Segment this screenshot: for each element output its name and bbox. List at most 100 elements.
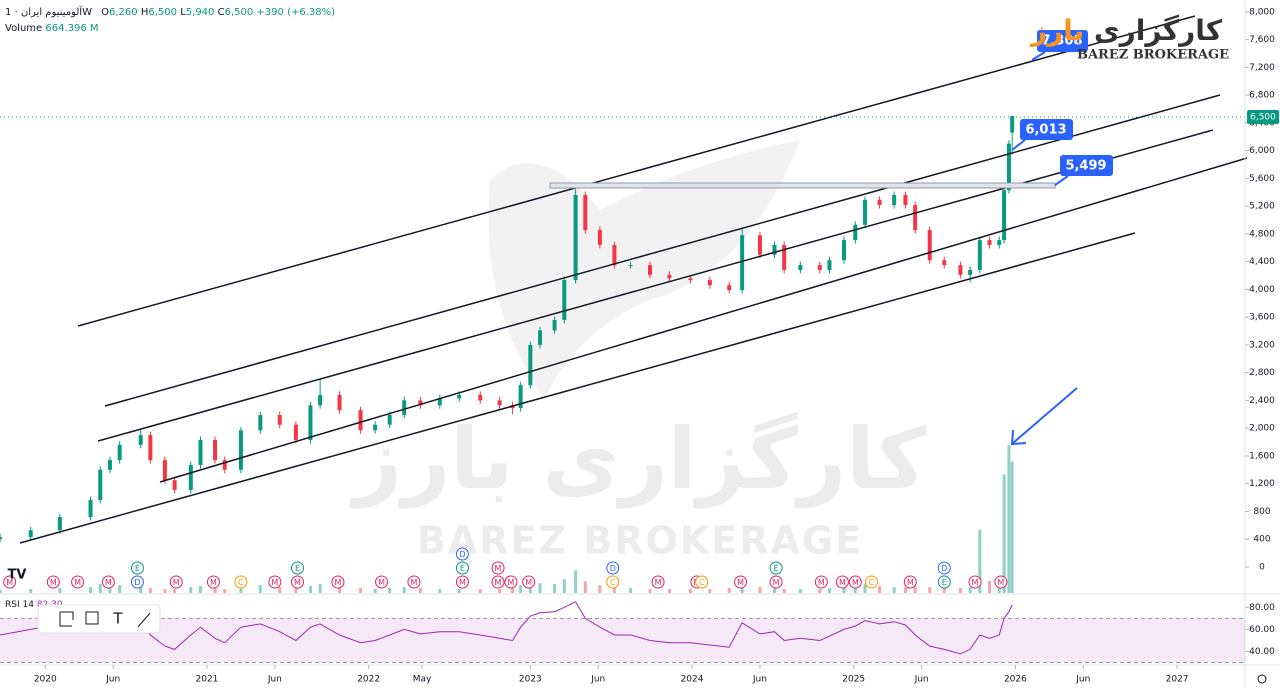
candle-body <box>387 414 392 425</box>
event-marker <box>522 575 536 589</box>
header-legend: آلومینیوم ایران · 1W O6,260 H6,500 L5,94… <box>5 5 335 18</box>
ohlc-key: H <box>141 7 149 18</box>
volume-bar <box>278 587 282 593</box>
arrow <box>1010 387 1078 446</box>
candle-body <box>497 400 502 406</box>
volume-bar <box>538 583 542 593</box>
volume-bar <box>58 588 62 593</box>
change: +390 (+6.38%) <box>256 7 335 18</box>
event-marker <box>455 547 469 561</box>
candle-body <box>88 500 93 518</box>
event-marker <box>937 575 951 589</box>
annotation: 6,013 <box>1011 119 1073 151</box>
ohlc-value: 6,260 <box>109 7 138 18</box>
volume-value: 664.396 M <box>45 23 98 34</box>
event-marker <box>865 575 878 589</box>
volume-bar <box>118 585 122 593</box>
event-letter: M <box>507 578 514 587</box>
candle-body <box>28 530 33 538</box>
y-tick-label: 1,600 <box>1249 451 1275 461</box>
event-letter: E <box>774 564 779 573</box>
watermark-logo <box>488 140 800 400</box>
candle-body <box>798 265 803 270</box>
y-tick-label: 0 <box>1259 562 1265 572</box>
rsi-band <box>0 618 1245 663</box>
rsi-line <box>0 601 1013 655</box>
volume-label: Volume <box>5 23 42 34</box>
volume-bar <box>1007 444 1011 593</box>
y-tick-label: 3,600 <box>1249 313 1275 323</box>
volume-bar <box>498 589 502 593</box>
event-letter: M <box>105 578 112 587</box>
candle-body <box>148 435 153 461</box>
event-marker <box>455 575 469 589</box>
tool-trendline[interactable] <box>137 612 151 628</box>
candle-body <box>213 439 218 461</box>
candle-body <box>863 199 868 225</box>
candle-body <box>1006 143 1011 191</box>
event-marker <box>606 561 620 575</box>
event-marker <box>206 575 220 589</box>
volume-bar <box>842 587 846 593</box>
event-letter: E <box>460 564 465 573</box>
tool-text[interactable]: T <box>112 610 123 628</box>
rsi-length: 14 <box>23 600 35 610</box>
candle-body <box>418 400 423 406</box>
x-tick-label: Jun <box>752 675 767 685</box>
event-marker <box>3 575 17 589</box>
event-marker <box>835 575 849 589</box>
event-letter: D <box>134 578 140 587</box>
volume-bar <box>338 587 342 593</box>
candle-body <box>162 460 167 481</box>
x-tick-label: Jun <box>1075 675 1090 685</box>
candle-body <box>552 319 557 331</box>
y-tick-label: 7,200 <box>1249 63 1275 73</box>
event-letter: M <box>173 578 180 587</box>
event-marker <box>101 575 115 589</box>
volume-bar <box>258 585 262 593</box>
event-letter: M <box>378 578 385 587</box>
logo-part: کارگزاری <box>1094 14 1223 47</box>
volume-bar <box>612 587 616 593</box>
candle-body <box>688 278 693 281</box>
event-letter: M <box>6 578 13 587</box>
event-marker <box>169 575 183 589</box>
candle-body <box>258 414 263 431</box>
volume-bar <box>562 579 566 593</box>
event-marker <box>130 575 144 589</box>
price-tag: 6,500 <box>1247 110 1279 124</box>
tool-callout[interactable] <box>59 611 74 627</box>
event-marker <box>268 575 282 589</box>
volume-bar <box>903 587 907 593</box>
candle-body <box>987 240 992 245</box>
candle-body <box>222 460 227 470</box>
settings-icon[interactable] <box>1257 674 1267 684</box>
last-price-label: 6,500 <box>1250 113 1276 123</box>
event-letter: M <box>459 578 466 587</box>
volume-bar <box>173 589 177 593</box>
volume-bar <box>913 586 917 593</box>
volume-bar <box>239 586 243 593</box>
event-marker <box>504 575 518 589</box>
x-tick-label: 2026 <box>1004 675 1027 685</box>
candle-body <box>198 439 203 465</box>
volume-bar <box>511 588 515 593</box>
candle-body <box>583 195 588 231</box>
y-tick-label: 6,000 <box>1249 146 1275 156</box>
candle-body <box>518 385 523 409</box>
y-tick-label: 400 <box>1253 535 1270 545</box>
annotation: 7,308 <box>1031 30 1088 61</box>
watermark-subtext: BAREZ BROKERAGE <box>417 519 863 563</box>
event-marker <box>491 561 505 575</box>
event-marker <box>903 575 917 589</box>
tool-rectangle[interactable] <box>85 611 99 625</box>
x-tick-label: 2027 <box>1166 675 1189 685</box>
channel-lines <box>19 15 1248 544</box>
event-letter: M <box>334 578 341 587</box>
event-marker <box>71 575 85 589</box>
event-letter: M <box>839 578 846 587</box>
candle-body <box>707 280 712 286</box>
candle-body <box>877 199 882 206</box>
candle-body <box>107 460 112 470</box>
event-letter: M <box>655 578 662 587</box>
